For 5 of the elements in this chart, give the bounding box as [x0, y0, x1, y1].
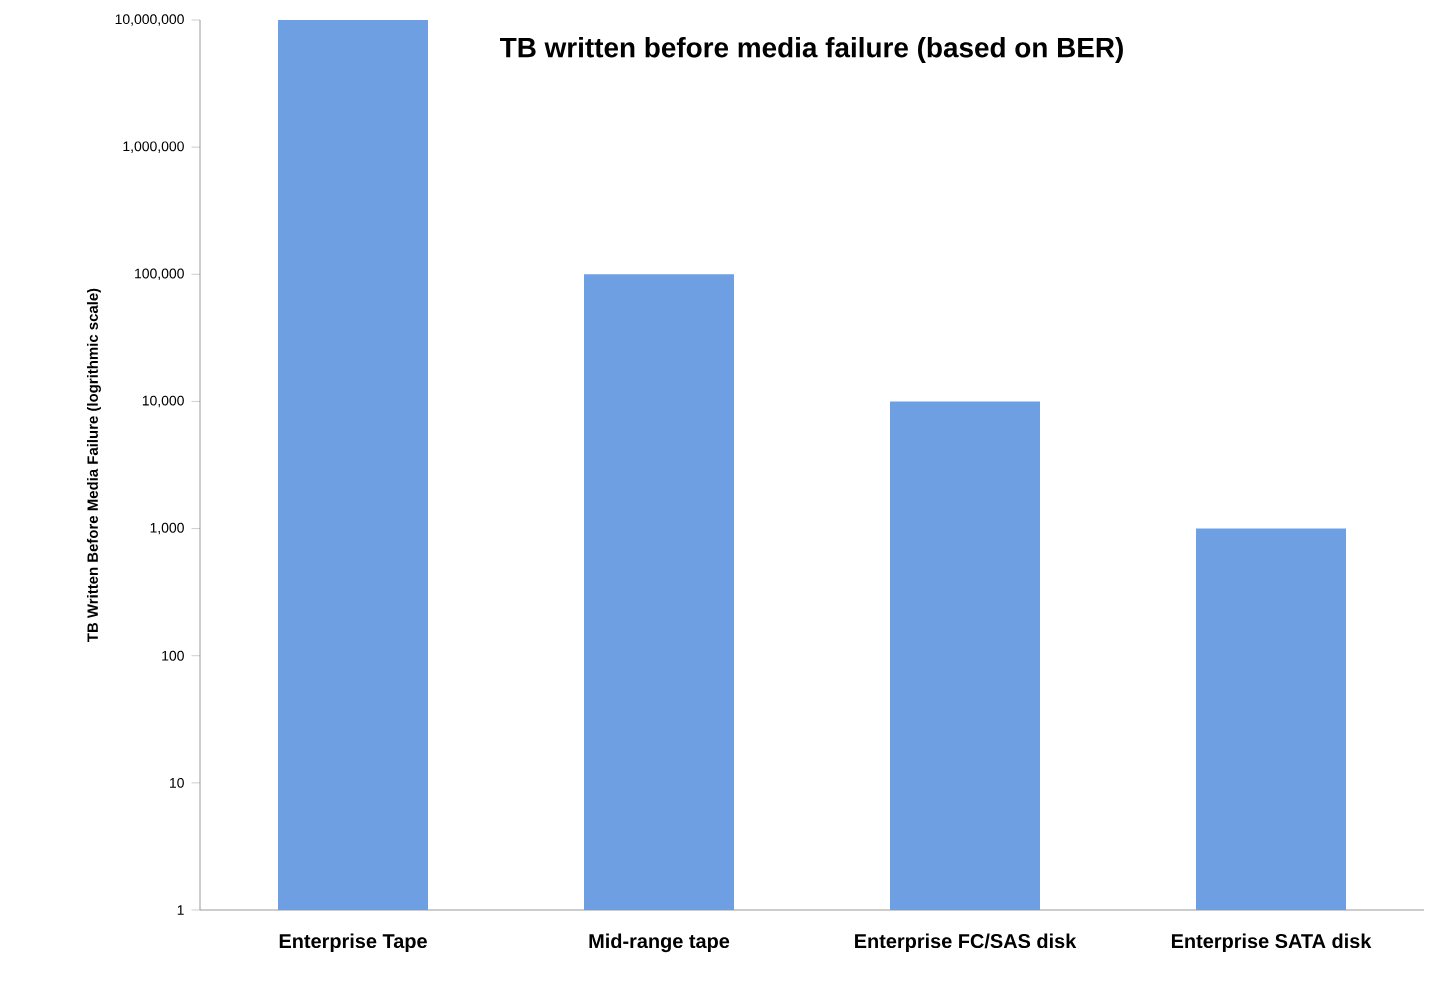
x-tick-label: Enterprise Tape: [279, 933, 427, 953]
x-tick-label: Enterprise FC/SAS disk: [855, 933, 1077, 953]
x-tick-label: Mid-range tape: [589, 933, 730, 953]
x-tick-label: Enterprise SATA disk: [1171, 933, 1372, 953]
text: TB written before media failure (based on BER): [500, 36, 1123, 63]
